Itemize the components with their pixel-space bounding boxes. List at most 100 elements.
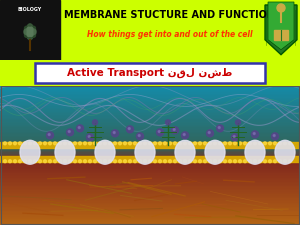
Circle shape xyxy=(248,160,251,163)
Circle shape xyxy=(203,160,206,163)
Circle shape xyxy=(169,142,172,145)
Circle shape xyxy=(134,160,136,163)
Text: Active Transport نقل نشط: Active Transport نقل نشط xyxy=(67,68,233,78)
Circle shape xyxy=(268,142,272,145)
Circle shape xyxy=(272,133,278,140)
Circle shape xyxy=(109,160,112,163)
Circle shape xyxy=(194,160,196,163)
Circle shape xyxy=(251,131,259,138)
Circle shape xyxy=(232,134,238,141)
Text: BIOLOGY: BIOLOGY xyxy=(18,7,42,12)
Circle shape xyxy=(199,160,202,163)
Circle shape xyxy=(19,142,22,145)
Circle shape xyxy=(172,127,178,134)
Circle shape xyxy=(218,142,221,145)
Circle shape xyxy=(178,160,182,163)
Circle shape xyxy=(214,142,217,145)
Circle shape xyxy=(184,142,187,145)
Circle shape xyxy=(136,133,143,140)
Circle shape xyxy=(194,142,196,145)
FancyBboxPatch shape xyxy=(35,63,265,83)
Circle shape xyxy=(157,129,164,136)
Circle shape xyxy=(188,160,191,163)
Circle shape xyxy=(64,142,67,145)
Circle shape xyxy=(208,142,211,145)
Circle shape xyxy=(218,126,220,128)
Ellipse shape xyxy=(25,26,35,37)
Circle shape xyxy=(53,142,56,145)
Circle shape xyxy=(173,128,175,130)
Bar xyxy=(0,156,300,162)
Circle shape xyxy=(44,160,46,163)
Circle shape xyxy=(118,142,122,145)
Circle shape xyxy=(53,160,56,163)
Text: MEMBRANE STUCTURE AND FUNCTION: MEMBRANE STUCTURE AND FUNCTION xyxy=(64,10,275,20)
Circle shape xyxy=(274,160,277,163)
Polygon shape xyxy=(268,2,294,50)
Ellipse shape xyxy=(27,27,33,36)
Circle shape xyxy=(88,142,92,145)
Circle shape xyxy=(138,135,140,137)
Circle shape xyxy=(244,160,247,163)
Circle shape xyxy=(217,125,224,132)
Ellipse shape xyxy=(26,24,34,40)
Circle shape xyxy=(112,130,118,137)
Circle shape xyxy=(92,120,98,125)
Circle shape xyxy=(23,142,26,145)
Circle shape xyxy=(143,160,146,163)
Circle shape xyxy=(164,160,166,163)
Ellipse shape xyxy=(24,29,36,35)
Ellipse shape xyxy=(135,140,155,164)
Circle shape xyxy=(38,160,41,163)
Circle shape xyxy=(113,160,116,163)
Circle shape xyxy=(229,160,232,163)
Circle shape xyxy=(68,160,71,163)
Circle shape xyxy=(8,160,11,163)
Bar xyxy=(274,30,288,40)
Circle shape xyxy=(8,142,11,145)
Circle shape xyxy=(79,142,82,145)
Circle shape xyxy=(94,142,97,145)
Ellipse shape xyxy=(205,140,225,164)
Circle shape xyxy=(28,142,32,145)
Circle shape xyxy=(158,160,161,163)
Circle shape xyxy=(284,160,286,163)
Circle shape xyxy=(154,142,157,145)
Circle shape xyxy=(44,142,46,145)
Circle shape xyxy=(289,160,292,163)
Ellipse shape xyxy=(55,140,75,164)
Ellipse shape xyxy=(175,140,195,164)
Circle shape xyxy=(289,142,292,145)
Circle shape xyxy=(248,142,251,145)
Circle shape xyxy=(127,126,134,133)
Circle shape xyxy=(49,142,52,145)
Circle shape xyxy=(158,142,161,145)
Bar xyxy=(0,0,60,60)
Circle shape xyxy=(208,132,210,133)
Circle shape xyxy=(143,142,146,145)
Circle shape xyxy=(278,142,281,145)
Ellipse shape xyxy=(24,29,36,35)
Circle shape xyxy=(148,142,152,145)
Circle shape xyxy=(154,160,157,163)
Ellipse shape xyxy=(25,26,35,37)
Circle shape xyxy=(34,160,37,163)
Circle shape xyxy=(113,142,116,145)
Circle shape xyxy=(277,4,285,12)
Circle shape xyxy=(274,142,277,145)
Circle shape xyxy=(88,160,92,163)
Circle shape xyxy=(67,129,73,136)
Circle shape xyxy=(166,120,170,125)
Circle shape xyxy=(148,160,152,163)
Circle shape xyxy=(254,160,256,163)
Circle shape xyxy=(134,142,136,145)
Circle shape xyxy=(236,120,241,125)
Circle shape xyxy=(224,142,226,145)
Circle shape xyxy=(19,160,22,163)
Circle shape xyxy=(214,160,217,163)
Ellipse shape xyxy=(20,140,40,164)
Circle shape xyxy=(259,142,262,145)
Circle shape xyxy=(118,160,122,163)
Circle shape xyxy=(184,160,187,163)
Circle shape xyxy=(94,160,97,163)
